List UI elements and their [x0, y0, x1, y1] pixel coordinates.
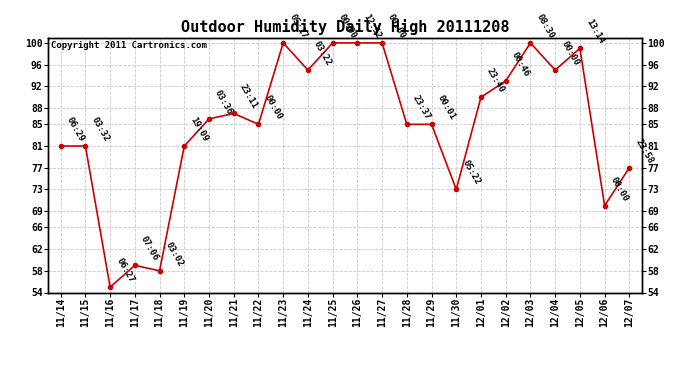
Text: 00:01: 00:01	[435, 94, 457, 122]
Text: 00:46: 00:46	[510, 50, 531, 78]
Text: 05:22: 05:22	[460, 159, 482, 187]
Text: 03:36: 03:36	[213, 88, 235, 116]
Text: Copyright 2011 Cartronics.com: Copyright 2011 Cartronics.com	[51, 41, 207, 50]
Title: Outdoor Humidity Daily High 20111208: Outdoor Humidity Daily High 20111208	[181, 19, 509, 35]
Text: 03:02: 03:02	[164, 240, 185, 268]
Text: 00:00: 00:00	[337, 12, 358, 40]
Text: 00:00: 00:00	[609, 175, 630, 203]
Text: 19:09: 19:09	[188, 116, 210, 143]
Text: 12:52: 12:52	[362, 12, 383, 40]
Text: 00:00: 00:00	[263, 94, 284, 122]
Text: 23:11: 23:11	[238, 83, 259, 111]
Text: 08:30: 08:30	[535, 12, 556, 40]
Text: 05:17: 05:17	[287, 12, 308, 40]
Text: 00:00: 00:00	[560, 39, 580, 67]
Text: 03:22: 03:22	[312, 39, 333, 67]
Text: 06:27: 06:27	[115, 256, 135, 284]
Text: 03:32: 03:32	[90, 116, 111, 143]
Text: 06:29: 06:29	[65, 116, 86, 143]
Text: 23:37: 23:37	[411, 94, 432, 122]
Text: 23:58: 23:58	[633, 137, 655, 165]
Text: 13:14: 13:14	[584, 18, 605, 46]
Text: 00:00: 00:00	[386, 12, 408, 40]
Text: 07:06: 07:06	[139, 235, 160, 262]
Text: 23:40: 23:40	[485, 67, 506, 94]
